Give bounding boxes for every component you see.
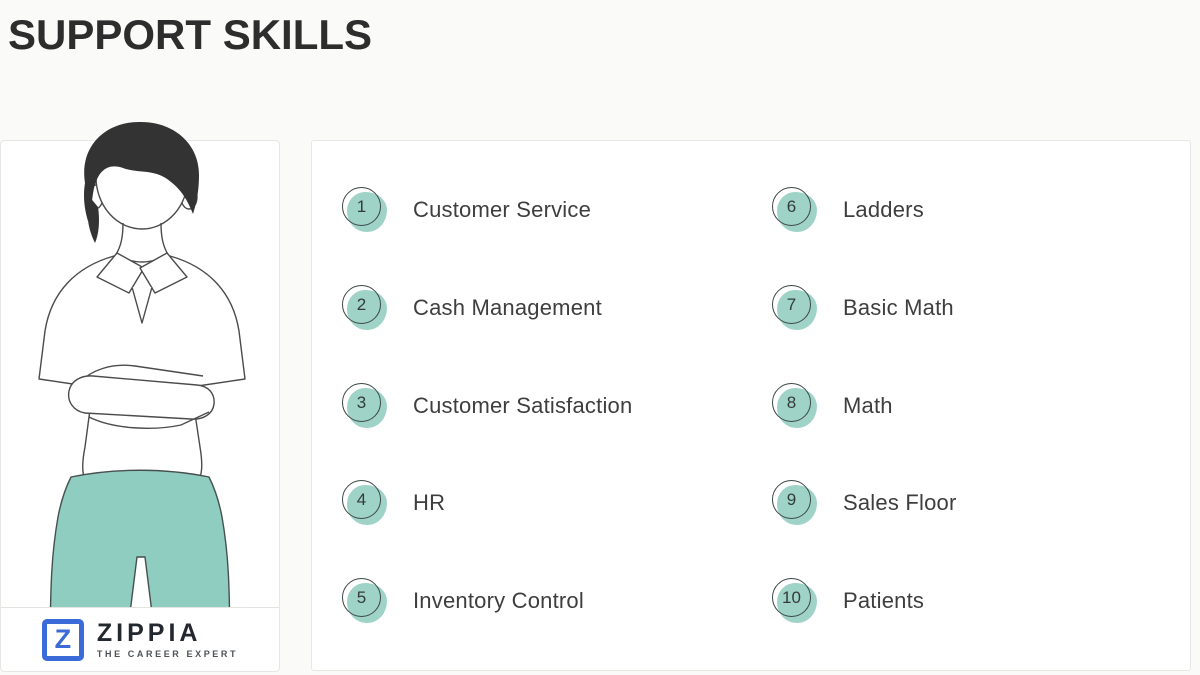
skill-item: 6 Ladders bbox=[772, 187, 1190, 233]
badge-ring: 7 bbox=[772, 284, 811, 324]
skill-item: 9 Sales Floor bbox=[772, 480, 1190, 526]
skill-item: 4 HR bbox=[342, 480, 772, 526]
skills-column-right: 6 Ladders 7 Basic Math 8 Math 9 Sales Fl… bbox=[772, 187, 1190, 624]
rank-badge: 4 bbox=[342, 480, 388, 526]
skill-label: HR bbox=[413, 490, 446, 516]
skill-item: 1 Customer Service bbox=[342, 187, 772, 233]
rank-badge: 8 bbox=[772, 382, 818, 429]
logo-letter: Z bbox=[54, 624, 72, 654]
rank-number: 4 bbox=[356, 490, 367, 510]
badge-ring: 5 bbox=[342, 578, 381, 617]
skill-item: 8 Math bbox=[772, 382, 1190, 429]
zippia-logo-icon: Z bbox=[41, 618, 84, 661]
skill-label: Cash Management bbox=[413, 294, 602, 320]
rank-number: 10 bbox=[782, 588, 801, 607]
badge-ring: 3 bbox=[342, 382, 381, 422]
skill-label: Math bbox=[843, 392, 893, 418]
badge-ring: 9 bbox=[772, 480, 811, 520]
person-illustration bbox=[38, 121, 246, 670]
badge-ring: 1 bbox=[342, 187, 381, 226]
rank-badge: 5 bbox=[342, 578, 388, 624]
skill-item: 5 Inventory Control bbox=[342, 578, 772, 624]
rank-number: 3 bbox=[356, 392, 367, 412]
skills-column-left: 1 Customer Service 2 Cash Management 3 C… bbox=[342, 187, 772, 624]
skill-label: Sales Floor bbox=[843, 490, 957, 516]
rank-number: 7 bbox=[786, 294, 797, 314]
badge-ring: 10 bbox=[772, 578, 811, 617]
rank-number: 9 bbox=[786, 490, 797, 510]
skill-item: 3 Customer Satisfaction bbox=[342, 382, 772, 429]
badge-ring: 4 bbox=[342, 480, 381, 520]
brand-footer: Z ZIPPIA THE CAREER EXPERT bbox=[1, 607, 279, 671]
rank-badge: 3 bbox=[342, 382, 388, 429]
illustration-card: Z ZIPPIA THE CAREER EXPERT bbox=[0, 121, 280, 672]
rank-number: 8 bbox=[786, 392, 797, 412]
rank-badge: 10 bbox=[772, 578, 818, 624]
badge-ring: 2 bbox=[342, 284, 381, 324]
brand-text: ZIPPIA THE CAREER EXPERT bbox=[96, 618, 239, 659]
skill-label: Customer Satisfaction bbox=[413, 392, 633, 418]
skill-label: Ladders bbox=[843, 197, 924, 222]
rank-badge: 2 bbox=[342, 284, 388, 331]
rank-number: 6 bbox=[786, 197, 797, 216]
rank-number: 5 bbox=[356, 588, 367, 607]
skill-label: Patients bbox=[843, 588, 925, 613]
rank-badge: 7 bbox=[772, 284, 818, 331]
skill-label: Customer Service bbox=[413, 197, 592, 222]
rank-badge: 9 bbox=[772, 480, 818, 526]
brand-tagline: THE CAREER EXPERT bbox=[96, 648, 239, 659]
rank-badge: 1 bbox=[342, 187, 388, 233]
skill-item: 10 Patients bbox=[772, 578, 1190, 624]
skill-item: 7 Basic Math bbox=[772, 284, 1190, 331]
badge-ring: 8 bbox=[772, 382, 811, 422]
skill-label: Inventory Control bbox=[413, 588, 584, 613]
rank-badge: 6 bbox=[772, 187, 818, 233]
page-title: SUPPORT SKILLS bbox=[8, 11, 373, 58]
rank-number: 2 bbox=[356, 294, 367, 314]
badge-ring: 6 bbox=[772, 187, 811, 226]
rank-number: 1 bbox=[356, 197, 367, 216]
skill-item: 2 Cash Management bbox=[342, 284, 772, 331]
skill-label: Basic Math bbox=[843, 294, 954, 320]
skills-card: 1 Customer Service 2 Cash Management 3 C… bbox=[311, 140, 1191, 671]
brand-name: ZIPPIA bbox=[96, 618, 202, 647]
